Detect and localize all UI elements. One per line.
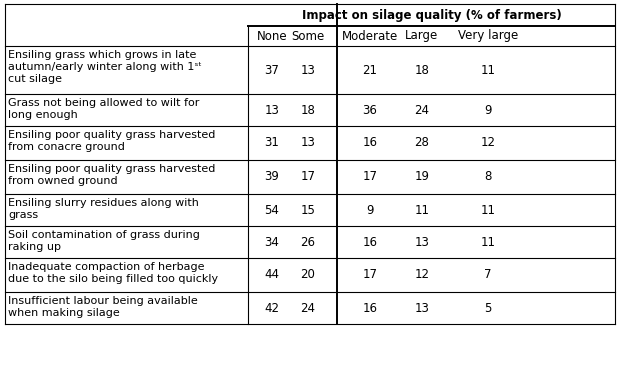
Text: Insufficient labour being available
when making silage: Insufficient labour being available when… — [8, 296, 198, 318]
Text: 12: 12 — [480, 136, 495, 150]
Text: 5: 5 — [484, 302, 492, 314]
Text: 11: 11 — [415, 203, 430, 217]
Text: Impact on silage quality (% of farmers): Impact on silage quality (% of farmers) — [301, 9, 561, 21]
Text: 17: 17 — [301, 170, 316, 183]
Text: 21: 21 — [363, 64, 378, 76]
Text: 28: 28 — [415, 136, 430, 150]
Text: 13: 13 — [415, 235, 430, 249]
Text: 24: 24 — [301, 302, 316, 314]
Text: 18: 18 — [301, 103, 316, 117]
Text: 9: 9 — [484, 103, 492, 117]
Text: 17: 17 — [363, 170, 378, 183]
Text: 16: 16 — [363, 302, 378, 314]
Text: 26: 26 — [301, 235, 316, 249]
Text: 8: 8 — [484, 170, 492, 183]
Text: 18: 18 — [415, 64, 430, 76]
Text: 31: 31 — [265, 136, 280, 150]
Text: Very large: Very large — [458, 29, 518, 42]
Text: 19: 19 — [415, 170, 430, 183]
Text: Large: Large — [405, 29, 438, 42]
Text: 11: 11 — [480, 235, 495, 249]
Text: 13: 13 — [301, 136, 316, 150]
Text: 36: 36 — [363, 103, 378, 117]
Text: Inadequate compaction of herbage
due to the silo being filled too quickly: Inadequate compaction of herbage due to … — [8, 262, 218, 284]
Text: 9: 9 — [366, 203, 374, 217]
Text: 13: 13 — [415, 302, 430, 314]
Text: 39: 39 — [265, 170, 280, 183]
Text: 16: 16 — [363, 235, 378, 249]
Text: 42: 42 — [265, 302, 280, 314]
Text: 13: 13 — [301, 64, 316, 76]
Text: 24: 24 — [415, 103, 430, 117]
Text: 11: 11 — [480, 203, 495, 217]
Text: 12: 12 — [415, 268, 430, 282]
Text: Grass not being allowed to wilt for
long enough: Grass not being allowed to wilt for long… — [8, 98, 200, 120]
Text: None: None — [257, 29, 287, 42]
Text: 54: 54 — [265, 203, 280, 217]
Text: Ensiling grass which grows in late
autumn/early winter along with 1ˢᵗ
cut silage: Ensiling grass which grows in late autum… — [8, 50, 202, 84]
Text: Ensiling slurry residues along with
grass: Ensiling slurry residues along with gras… — [8, 198, 199, 220]
Text: 15: 15 — [301, 203, 316, 217]
Text: 7: 7 — [484, 268, 492, 282]
Text: Ensiling poor quality grass harvested
from conacre ground: Ensiling poor quality grass harvested fr… — [8, 130, 215, 152]
Text: 11: 11 — [480, 64, 495, 76]
Text: 37: 37 — [265, 64, 280, 76]
Text: Soil contamination of grass during
raking up: Soil contamination of grass during rakin… — [8, 230, 200, 252]
Text: 17: 17 — [363, 268, 378, 282]
Text: 44: 44 — [265, 268, 280, 282]
Text: 13: 13 — [265, 103, 280, 117]
Text: 34: 34 — [265, 235, 280, 249]
Text: 16: 16 — [363, 136, 378, 150]
Text: Moderate: Moderate — [342, 29, 398, 42]
Text: Ensiling poor quality grass harvested
from owned ground: Ensiling poor quality grass harvested fr… — [8, 164, 215, 186]
Text: 20: 20 — [301, 268, 316, 282]
Text: Some: Some — [291, 29, 325, 42]
